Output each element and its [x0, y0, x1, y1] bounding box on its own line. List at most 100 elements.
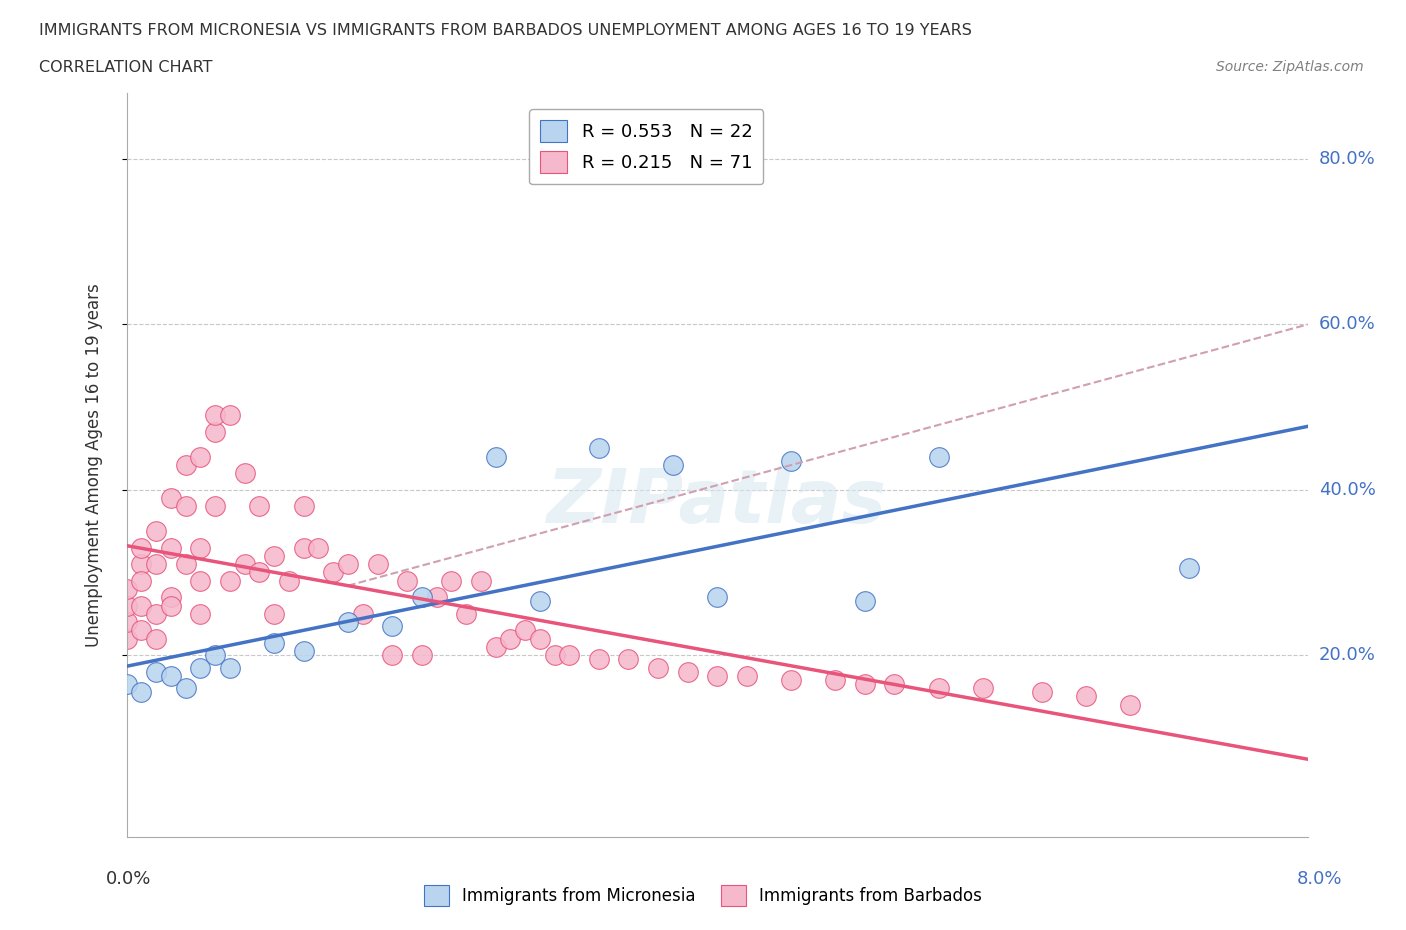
Point [307, 540, 329, 555]
Point [499, 631, 522, 646]
Legend: Immigrants from Micronesia, Immigrants from Barbados: Immigrants from Micronesia, Immigrants f… [418, 879, 988, 912]
Point [779, 672, 801, 687]
Point [588, 441, 610, 456]
Point [129, 540, 153, 555]
Point [160, 540, 183, 555]
Point [204, 424, 226, 439]
Point [263, 606, 285, 621]
Point [249, 498, 271, 513]
Point [145, 664, 167, 679]
Point [115, 581, 138, 596]
Point [115, 598, 138, 613]
Point [160, 598, 183, 613]
Point [115, 615, 138, 630]
Point [188, 449, 212, 464]
Point [470, 573, 492, 588]
Point [853, 677, 876, 692]
Point [129, 557, 153, 572]
Point [219, 573, 242, 588]
Point [263, 549, 285, 564]
Point [188, 660, 212, 675]
Point [292, 644, 315, 658]
Point [145, 631, 167, 646]
Point [129, 598, 153, 613]
Point [529, 631, 551, 646]
Point [1031, 684, 1053, 699]
Point [588, 652, 610, 667]
Legend: R = 0.553   N = 22, R = 0.215   N = 71: R = 0.553 N = 22, R = 0.215 N = 71 [529, 110, 763, 184]
Point [676, 664, 699, 679]
Text: CORRELATION CHART: CORRELATION CHART [39, 60, 212, 75]
Point [292, 540, 315, 555]
Point [352, 606, 374, 621]
Point [160, 669, 183, 684]
Point [1178, 561, 1201, 576]
Text: 60.0%: 60.0% [1319, 315, 1375, 334]
Text: ZIPatlas: ZIPatlas [547, 466, 887, 538]
Point [233, 557, 256, 572]
Point [129, 684, 153, 699]
Point [706, 669, 728, 684]
Point [115, 631, 138, 646]
Point [706, 590, 728, 604]
Point [219, 660, 242, 675]
Point [204, 647, 226, 662]
Point [381, 618, 404, 633]
Point [543, 647, 565, 662]
Point [396, 573, 419, 588]
Point [188, 606, 212, 621]
Point [529, 594, 551, 609]
Text: Source: ZipAtlas.com: Source: ZipAtlas.com [1216, 60, 1364, 74]
Text: 40.0%: 40.0% [1319, 481, 1375, 498]
Point [426, 590, 449, 604]
Point [824, 672, 846, 687]
Point [972, 681, 994, 696]
Point [456, 606, 478, 621]
Point [484, 640, 508, 655]
Point [145, 557, 167, 572]
Point [440, 573, 463, 588]
Point [411, 647, 433, 662]
Point [484, 449, 508, 464]
Point [115, 677, 138, 692]
Point [145, 606, 167, 621]
Point [337, 615, 360, 630]
Point [735, 669, 758, 684]
Point [174, 681, 197, 696]
Point [129, 573, 153, 588]
Point [174, 498, 197, 513]
Point [233, 466, 256, 481]
Text: 8.0%: 8.0% [1298, 870, 1343, 888]
Point [129, 623, 153, 638]
Point [174, 557, 197, 572]
Point [160, 491, 183, 506]
Point [1119, 698, 1142, 712]
Point [219, 408, 242, 423]
Point [928, 449, 950, 464]
Point [779, 454, 801, 469]
Point [292, 498, 315, 513]
Text: IMMIGRANTS FROM MICRONESIA VS IMMIGRANTS FROM BARBADOS UNEMPLOYMENT AMONG AGES 1: IMMIGRANTS FROM MICRONESIA VS IMMIGRANTS… [39, 23, 972, 38]
Point [367, 557, 389, 572]
Point [617, 652, 640, 667]
Point [928, 681, 950, 696]
Point [337, 557, 360, 572]
Y-axis label: Unemployment Among Ages 16 to 19 years: Unemployment Among Ages 16 to 19 years [84, 283, 103, 647]
Text: 80.0%: 80.0% [1319, 150, 1375, 168]
Point [853, 594, 876, 609]
Point [278, 573, 301, 588]
Point [249, 565, 271, 580]
Point [204, 498, 226, 513]
Point [647, 660, 669, 675]
Point [661, 458, 683, 472]
Point [883, 677, 905, 692]
Point [145, 524, 167, 538]
Point [263, 635, 285, 650]
Point [174, 458, 197, 472]
Text: 0.0%: 0.0% [105, 870, 150, 888]
Point [188, 540, 212, 555]
Point [411, 590, 433, 604]
Point [160, 590, 183, 604]
Point [558, 647, 581, 662]
Point [204, 408, 226, 423]
